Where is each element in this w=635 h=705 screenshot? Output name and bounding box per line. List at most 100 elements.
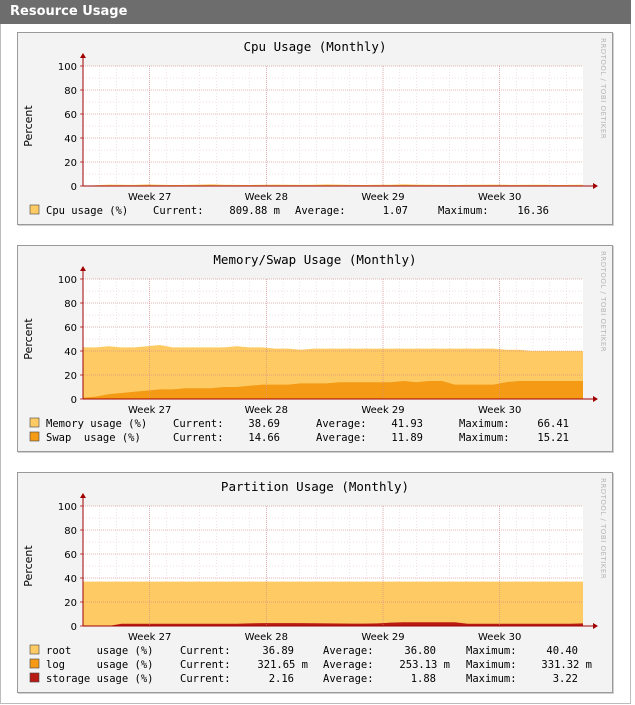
legend-swatch-memory-usage [29,417,40,428]
x-tick-label: Week 30 [478,632,521,643]
legend-maximum-label: Maximum: [466,673,517,685]
x-tick-label: Week 27 [128,632,171,643]
legend-maximum-value: 331.32 m [541,659,592,671]
x-tick-label: Week 30 [478,405,521,416]
x-tick-label: Week 27 [128,405,171,416]
partition-usage-graph: Partition Usage (Monthly) Percent RRDTOOL … [17,472,613,693]
legend-average-value: 41.93 [391,418,423,430]
y-tick-label: 0 [71,622,77,633]
series-area-root-usage [83,581,583,626]
y-tick-label: 60 [64,550,77,561]
y-tick-label: 100 [58,275,77,286]
legend-current-label: Current: [180,645,231,657]
panel-header: Resource Usage [0,0,631,25]
y-tick-label: 20 [64,371,77,382]
y-tick-label: 60 [64,323,77,334]
y-axis-label: Percent [22,318,35,360]
x-tick-label: Week 29 [361,405,404,416]
x-tick-label: Week 28 [245,405,288,416]
chart-title: Cpu Usage (Monthly) [244,39,387,54]
legend-current-label: Current: [173,418,224,430]
y-tick-label: 20 [64,598,77,609]
rrdtool-watermark: RRDTOOL / TOBI OETIKER [599,251,607,352]
legend-maximum-label: Maximum: [466,645,517,657]
memory-swap-usage-graph: Memory/Swap Usage (Monthly) Percent RRDTOO… [17,245,613,452]
y-tick-label: 80 [64,526,77,537]
panel-title: Resource Usage [10,4,128,19]
legend-swatch-log-usage [29,658,40,669]
legend-label: Cpu usage (%) [46,205,128,217]
legend-maximum-value: 66.41 [537,418,569,430]
legend-swatch-swap-usage [29,431,40,442]
legend-maximum-value: 40.40 [546,645,578,657]
y-tick-label: 0 [71,395,77,406]
legend-maximum-label: Maximum: [466,659,517,671]
partition-usage-chart: Partition Usage (Monthly) Percent RRDTOOL … [22,478,607,685]
y-tick-label: 100 [58,502,77,513]
memory-swap-usage-chart: Memory/Swap Usage (Monthly) Percent RRDTOO… [22,251,607,444]
x-tick-label: Week 28 [245,632,288,643]
legend-average-value: 36.80 [404,645,436,657]
legend-average-value: 11.89 [391,432,423,444]
legend-maximum-label: Maximum: [459,418,510,430]
legend-label: root usage (%) [46,645,153,657]
legend-label: storage usage (%) [46,673,153,685]
legend-current-label: Current: [180,659,231,671]
x-tick-label: Week 28 [245,192,288,203]
legend-maximum-label: Maximum: [438,205,489,217]
legend-current-value: 2.16 [269,673,294,685]
y-tick-label: 80 [64,86,77,97]
y-axis-arrow [80,266,86,271]
legend-maximum-value: 15.21 [537,432,569,444]
x-tick-label: Week 29 [361,192,404,203]
legend-swatch-root-usage [29,644,40,655]
x-tick-label: Week 27 [128,192,171,203]
y-tick-label: 40 [64,347,77,358]
series-area-storage-usage [83,622,583,626]
legend-swatch-cpu-usage [29,204,40,215]
y-tick-label: 100 [58,62,77,73]
rrdtool-watermark: RRDTOOL / TOBI OETIKER [599,478,607,579]
cpu-usage-graph: Cpu Usage (Monthly) Percent RRDTOOL / TOBI… [17,32,613,225]
y-tick-label: 40 [64,134,77,145]
legend-average-label: Average: [295,205,346,217]
legend-current-label: Current: [173,432,224,444]
legend-current-value: 321.65 m [257,659,308,671]
x-tick-label: Week 30 [478,192,521,203]
y-axis-arrow [80,493,86,498]
legend-label: Swap usage (%) [46,432,141,444]
y-tick-label: 40 [64,574,77,585]
legend-average-value: 1.07 [383,205,408,217]
legend-current-value: 38.69 [248,418,280,430]
legend-swatch-storage-usage [29,672,40,683]
chart-title: Memory/Swap Usage (Monthly) [213,252,416,267]
legend-average-value: 1.88 [411,673,436,685]
series-area-swap-usage [83,381,583,399]
legend-current-label: Current: [180,673,231,685]
x-axis-arrow [593,396,598,402]
y-tick-label: 20 [64,158,77,169]
y-axis-label: Percent [22,105,35,147]
legend-maximum-label: Maximum: [459,432,510,444]
legend-current-value: 809.88 m [229,205,280,217]
legend-label: log usage (%) [46,659,153,671]
y-axis-label: Percent [22,545,35,587]
legend-average-label: Average: [323,673,374,685]
legend-average-value: 253.13 m [399,659,450,671]
legend-average-label: Average: [316,432,367,444]
y-tick-label: 60 [64,110,77,121]
y-axis-arrow [80,53,86,58]
chart-title: Partition Usage (Monthly) [221,479,409,494]
y-tick-label: 80 [64,299,77,310]
legend-label: Memory usage (%) [46,418,147,430]
legend-maximum-value: 16.36 [517,205,549,217]
y-tick-label: 0 [71,182,77,193]
x-axis-arrow [593,623,598,629]
legend-current-label: Current: [153,205,204,217]
rrdtool-watermark: RRDTOOL / TOBI OETIKER [599,38,607,139]
x-tick-label: Week 29 [361,632,404,643]
legend-average-label: Average: [323,659,374,671]
legend-current-value: 14.66 [248,432,280,444]
legend-average-label: Average: [323,645,374,657]
legend-average-label: Average: [316,418,367,430]
